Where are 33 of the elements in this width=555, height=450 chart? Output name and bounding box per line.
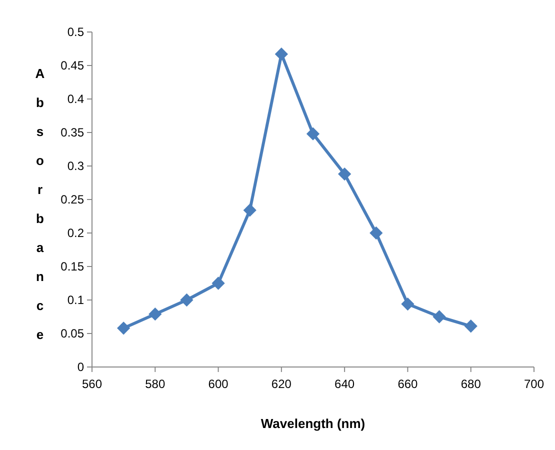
point — [401, 297, 414, 311]
y-tick-label: 0.4 — [67, 92, 84, 106]
x-tick-label: 620 — [271, 377, 292, 392]
text: Absorbance — [35, 66, 45, 342]
y-tick-label: 0.1 — [67, 292, 84, 307]
point — [212, 276, 225, 290]
x-tick-label: 700 — [524, 377, 544, 392]
point — [464, 320, 478, 333]
point — [338, 167, 352, 181]
y-tick-label: 0.3 — [67, 158, 84, 173]
x-axis-title: Wavelength (nm) — [260, 416, 366, 431]
point — [370, 226, 383, 240]
x-tick-label: 600 — [208, 377, 229, 392]
y-tick-label: 0.45 — [60, 58, 84, 72]
x-tick-label: 660 — [398, 377, 418, 392]
x-tick-label: 680 — [460, 377, 482, 392]
point — [148, 308, 162, 321]
point — [180, 293, 194, 307]
point — [117, 322, 130, 335]
y-tick-label: 0 — [77, 360, 84, 374]
y-tick-label: 0.15 — [60, 259, 84, 274]
point — [306, 127, 320, 140]
x-tick-label: 580 — [145, 377, 166, 392]
y-tick-label: 0.35 — [60, 125, 84, 140]
point — [243, 204, 256, 217]
point — [432, 310, 446, 324]
x-tick-label: 560 — [82, 377, 102, 392]
y-tick-label: 0.05 — [60, 326, 84, 340]
point — [274, 48, 288, 61]
y-tick-label: 0.25 — [60, 192, 84, 206]
x-tick-label: 640 — [334, 377, 355, 392]
y-tick-label: 0.5 — [67, 24, 84, 39]
y-tick-label: 0.2 — [67, 226, 84, 240]
